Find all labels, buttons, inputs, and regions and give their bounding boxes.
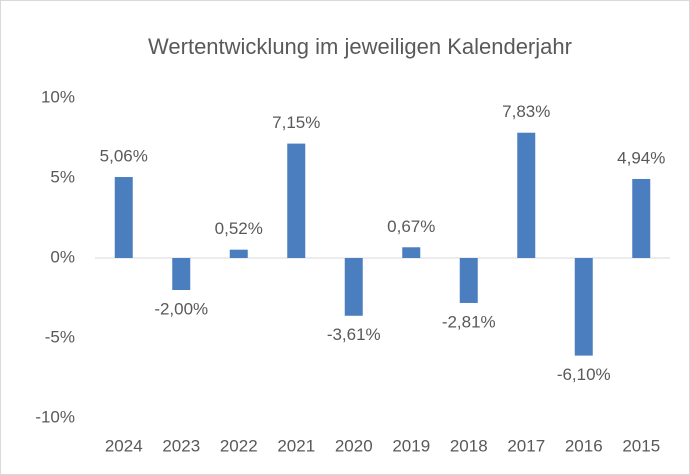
data-label: 7,15% bbox=[272, 113, 320, 132]
x-tick-label: 2021 bbox=[277, 436, 315, 455]
x-tick-label: 2016 bbox=[565, 436, 603, 455]
x-tick-label: 2020 bbox=[335, 436, 373, 455]
bar bbox=[172, 258, 191, 290]
data-label: 0,67% bbox=[387, 217, 435, 236]
x-tick-label: 2024 bbox=[105, 436, 143, 455]
bar bbox=[459, 258, 478, 303]
y-tick-label: 0% bbox=[50, 247, 75, 266]
bar bbox=[287, 143, 306, 258]
y-tick-label: -5% bbox=[45, 327, 75, 346]
data-label: 5,06% bbox=[100, 147, 148, 166]
data-label: 0,52% bbox=[215, 219, 263, 238]
bar bbox=[229, 249, 248, 258]
x-tick-label: 2015 bbox=[622, 436, 660, 455]
data-label: -2,00% bbox=[154, 299, 208, 318]
x-tick-label: 2023 bbox=[162, 436, 200, 455]
data-label: 4,94% bbox=[617, 148, 665, 167]
bar bbox=[402, 247, 421, 258]
bar bbox=[517, 132, 536, 258]
data-label: -2,81% bbox=[442, 312, 496, 331]
data-label: 7,83% bbox=[502, 102, 550, 121]
chart-title: Wertentwicklung im jeweiligen Kalenderja… bbox=[148, 34, 572, 59]
data-label: -3,61% bbox=[327, 325, 381, 344]
x-tick-label: 2018 bbox=[450, 436, 488, 455]
x-tick-label: 2022 bbox=[220, 436, 258, 455]
bar bbox=[574, 258, 593, 356]
bar bbox=[344, 258, 363, 316]
bar bbox=[632, 178, 651, 258]
y-tick-label: 10% bbox=[41, 87, 75, 106]
y-tick-label: -10% bbox=[35, 407, 75, 426]
bar bbox=[114, 177, 133, 258]
x-tick-label: 2019 bbox=[392, 436, 430, 455]
x-tick-label: 2017 bbox=[507, 436, 545, 455]
data-label: -6,10% bbox=[557, 365, 611, 384]
y-tick-label: 5% bbox=[50, 167, 75, 186]
